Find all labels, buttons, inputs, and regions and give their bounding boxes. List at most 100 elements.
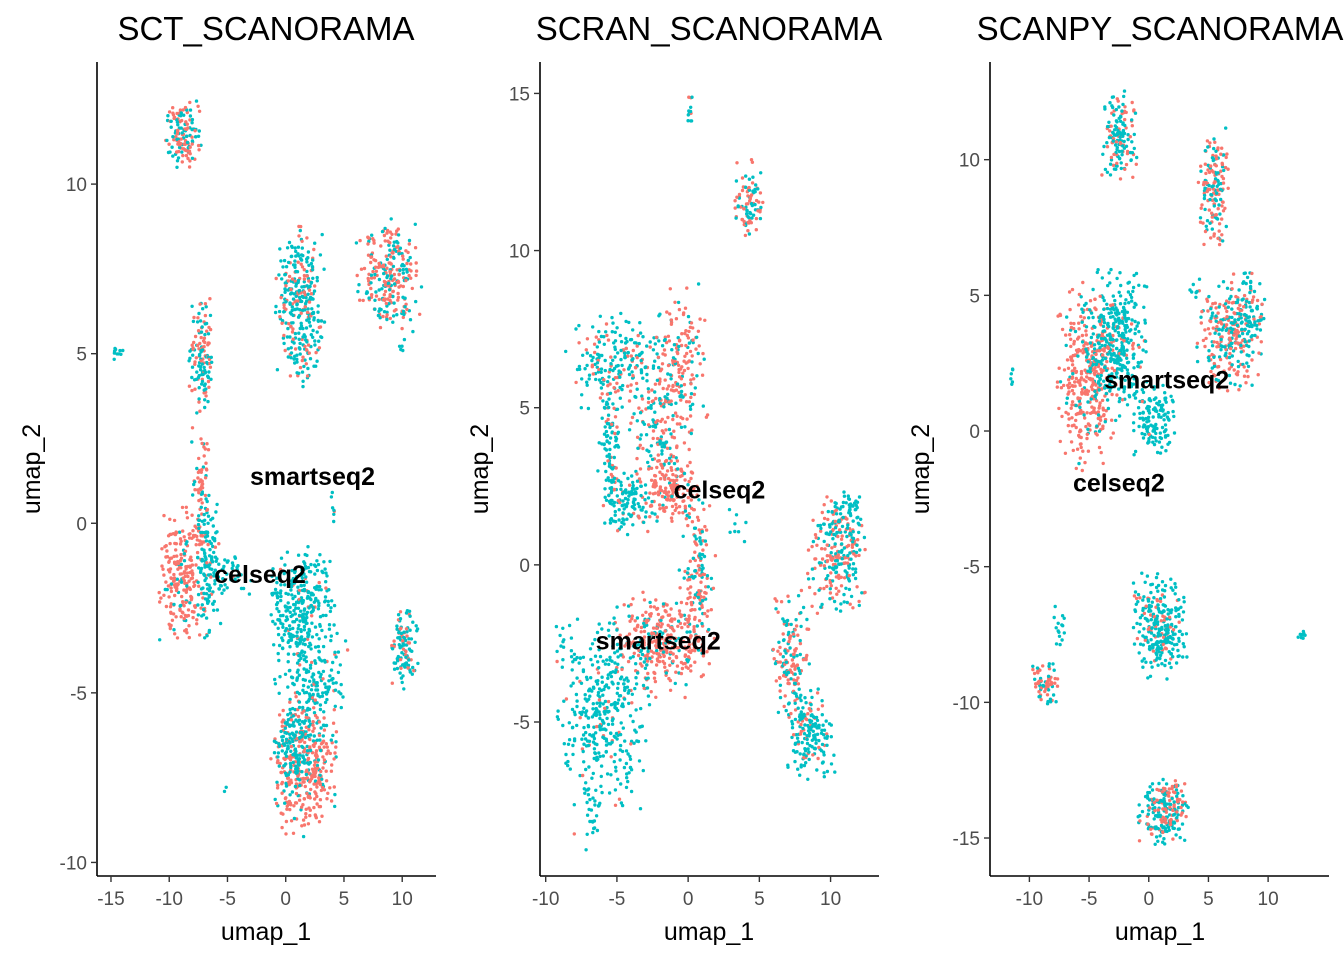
point-smartseq2 — [294, 575, 299, 579]
point-celseq2 — [683, 354, 687, 358]
point-celseq2 — [674, 655, 679, 660]
point-smartseq2 — [298, 637, 302, 642]
point-celseq2 — [746, 229, 750, 233]
point-celseq2 — [184, 510, 189, 515]
point-smartseq2 — [591, 796, 595, 800]
point-celseq2 — [616, 389, 620, 393]
point-smartseq2 — [309, 688, 314, 692]
point-smartseq2 — [206, 587, 210, 591]
point-smartseq2 — [607, 791, 612, 795]
point-smartseq2 — [303, 358, 307, 362]
point-smartseq2 — [610, 740, 614, 744]
point-celseq2 — [304, 715, 308, 720]
point-smartseq2 — [402, 312, 406, 317]
point-smartseq2 — [399, 347, 403, 352]
point-celseq2 — [189, 598, 193, 602]
point-smartseq2 — [314, 688, 318, 692]
point-smartseq2 — [590, 358, 594, 363]
point-smartseq2 — [751, 175, 755, 179]
point-smartseq2 — [602, 342, 606, 346]
point-celseq2 — [404, 249, 408, 253]
point-celseq2 — [659, 488, 664, 493]
point-smartseq2 — [824, 576, 829, 581]
point-smartseq2 — [306, 685, 310, 689]
point-celseq2 — [813, 533, 818, 537]
point-smartseq2 — [781, 638, 786, 643]
point-celseq2 — [183, 574, 187, 579]
point-celseq2 — [197, 400, 201, 404]
point-smartseq2 — [318, 703, 323, 707]
point-smartseq2 — [582, 706, 586, 710]
point-celseq2 — [609, 355, 613, 359]
point-celseq2 — [615, 425, 619, 429]
point-celseq2 — [193, 129, 197, 133]
point-celseq2 — [318, 798, 323, 802]
point-smartseq2 — [313, 779, 318, 783]
point-celseq2 — [781, 674, 786, 678]
point-smartseq2 — [677, 344, 681, 349]
point-smartseq2 — [202, 591, 206, 596]
point-smartseq2 — [658, 396, 662, 401]
point-smartseq2 — [298, 326, 302, 331]
point-celseq2 — [617, 797, 622, 801]
point-smartseq2 — [581, 668, 586, 672]
point-celseq2 — [649, 690, 653, 694]
point-celseq2 — [660, 472, 664, 477]
point-smartseq2 — [611, 368, 615, 373]
point-celseq2 — [622, 603, 626, 607]
x-tick-label: 5 — [754, 889, 765, 910]
point-celseq2 — [660, 429, 664, 433]
point-smartseq2 — [587, 373, 592, 377]
point-celseq2 — [815, 543, 819, 547]
point-celseq2 — [163, 545, 167, 549]
batch-label: celseq2 — [674, 476, 766, 504]
point-smartseq2 — [231, 563, 235, 568]
point-smartseq2 — [585, 351, 589, 355]
point-smartseq2 — [315, 633, 319, 637]
point-celseq2 — [674, 317, 679, 321]
point-smartseq2 — [278, 675, 282, 679]
point-smartseq2 — [202, 365, 206, 370]
point-celseq2 — [740, 176, 745, 180]
point-celseq2 — [677, 375, 682, 379]
point-smartseq2 — [1133, 111, 1138, 115]
point-smartseq2 — [681, 534, 685, 538]
point-celseq2 — [279, 770, 284, 775]
point-smartseq2 — [166, 114, 170, 118]
point-smartseq2 — [391, 314, 396, 318]
point-smartseq2 — [179, 126, 183, 130]
point-celseq2 — [820, 510, 824, 515]
point-smartseq2 — [604, 684, 608, 688]
point-celseq2 — [669, 466, 673, 470]
point-celseq2 — [606, 417, 610, 422]
point-smartseq2 — [318, 622, 322, 627]
point-smartseq2 — [414, 624, 418, 628]
point-celseq2 — [165, 555, 170, 559]
point-smartseq2 — [627, 372, 632, 377]
point-smartseq2 — [316, 692, 320, 696]
point-smartseq2 — [320, 628, 324, 633]
point-smartseq2 — [776, 710, 781, 715]
point-smartseq2 — [818, 523, 823, 528]
point-smartseq2 — [619, 311, 623, 316]
point-smartseq2 — [288, 668, 292, 673]
point-celseq2 — [302, 750, 306, 754]
point-celseq2 — [820, 547, 824, 551]
point-smartseq2 — [395, 624, 399, 628]
point-smartseq2 — [296, 315, 301, 319]
point-celseq2 — [631, 348, 635, 353]
point-celseq2 — [790, 658, 795, 662]
point-celseq2 — [661, 659, 665, 664]
point-celseq2 — [829, 584, 833, 588]
point-smartseq2 — [222, 588, 226, 592]
point-celseq2 — [292, 804, 296, 808]
point-smartseq2 — [311, 328, 315, 333]
point-smartseq2 — [586, 406, 591, 411]
point-celseq2 — [188, 145, 192, 149]
point-smartseq2 — [637, 759, 642, 763]
point-celseq2 — [287, 322, 291, 326]
point-smartseq2 — [332, 508, 336, 512]
point-celseq2 — [389, 236, 393, 240]
point-celseq2 — [649, 612, 653, 616]
point-celseq2 — [669, 516, 674, 520]
